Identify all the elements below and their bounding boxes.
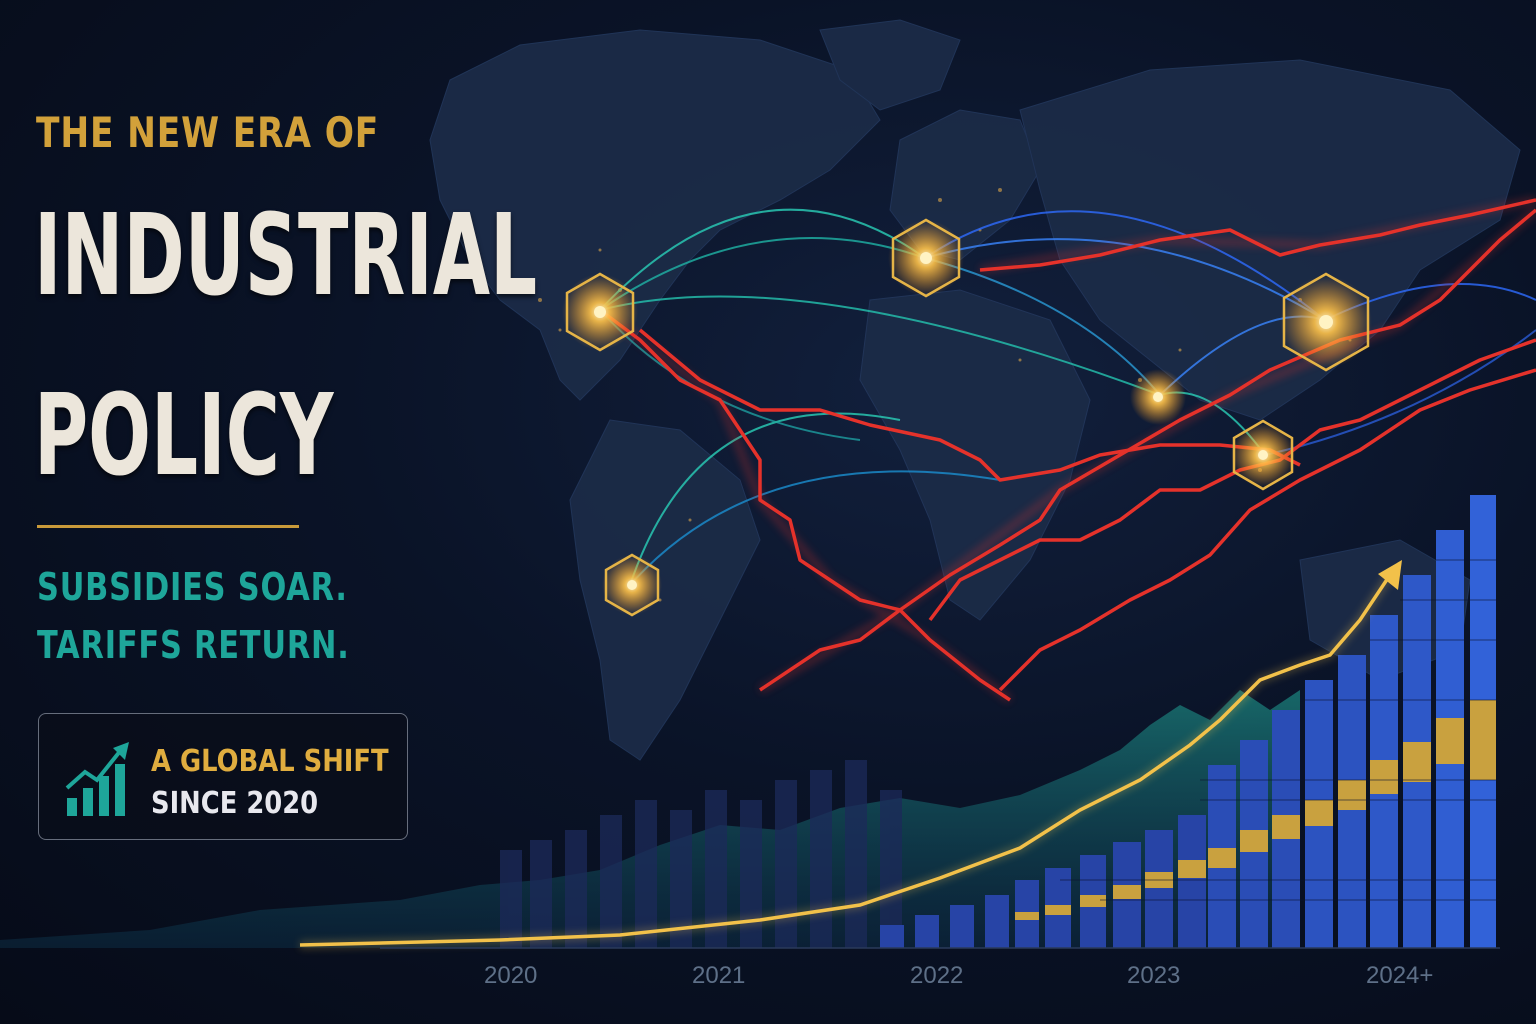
title-kicker: THE NEW ERA OF	[36, 108, 380, 157]
year-label: 2024+	[1366, 962, 1434, 989]
hub-north-america	[562, 272, 638, 352]
subtitle-line-1: SUBSIDIES SOAR.	[37, 565, 348, 609]
subsidy-area-chart	[0, 690, 1300, 948]
rising-trend-arrow	[299, 560, 1402, 949]
continent-greenland	[819, 19, 961, 111]
year-label: 2021	[692, 962, 746, 989]
continent-north-america	[429, 29, 881, 401]
global-shift-badge: A GLOBAL SHIFT SINCE 2020	[38, 713, 408, 840]
hub-india	[1130, 369, 1186, 425]
continent-south-america	[569, 419, 761, 761]
hub-europe	[888, 218, 964, 298]
year-label: 2022	[910, 962, 964, 989]
hub-south-america	[602, 553, 662, 617]
badge-line-1: A GLOBAL SHIFT	[151, 744, 389, 779]
tariff-bar-bands	[1015, 700, 1496, 920]
title-line-1: INDUSTRIAL	[34, 191, 538, 321]
hub-markers	[562, 218, 1372, 617]
title-divider	[37, 525, 299, 528]
badge-line-2: SINCE 2020	[151, 786, 319, 821]
hub-southeast-asia	[1231, 419, 1295, 491]
year-label: 2023	[1127, 962, 1181, 989]
subtitle-line-2: TARIFFS RETURN.	[37, 623, 350, 667]
world-map	[429, 19, 1521, 761]
hub-east-asia	[1280, 272, 1372, 372]
continent-africa	[859, 289, 1091, 621]
background-bars	[500, 760, 902, 948]
rising-bar-chart-icon	[65, 742, 129, 816]
title-line-2: POLICY	[34, 371, 334, 501]
year-label: 2020	[484, 962, 538, 989]
